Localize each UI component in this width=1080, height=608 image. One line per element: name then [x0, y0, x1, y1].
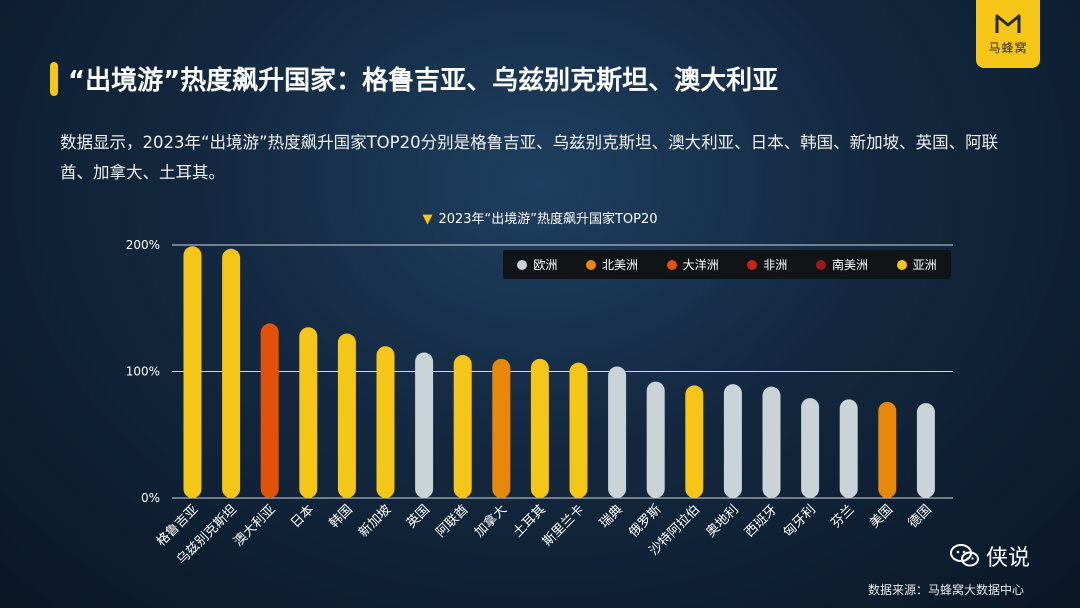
legend-label: 欧洲: [533, 258, 558, 272]
title-accent-bar: [50, 62, 58, 96]
bar-德国: [916, 403, 935, 498]
bar-新加坡: [376, 346, 395, 498]
x-tick-label: 加拿大: [471, 502, 510, 541]
watermark-text: 侠说: [986, 546, 1031, 571]
triangle-down-icon: ▼: [422, 212, 433, 227]
x-tick-label: 瑞典: [597, 502, 626, 531]
x-tick-label: 日本: [288, 502, 317, 531]
bar-日本: [299, 327, 318, 498]
chart-legend: 欧洲 北美洲 大洋洲 非洲 南美洲 亚洲: [503, 250, 951, 279]
bar-奥地利: [723, 384, 742, 498]
legend-swatch: [517, 259, 528, 270]
logo-text: 马蜂窝: [988, 40, 1028, 55]
watermark: 侠说: [950, 540, 1030, 572]
legend-item: 南美洲: [815, 256, 868, 273]
bar-斯里兰卡: [569, 362, 588, 498]
bar-俄罗斯: [646, 381, 665, 498]
legend-item: 欧洲: [517, 256, 557, 273]
x-tick-label: 斯里兰卡: [540, 502, 587, 549]
bar-阿联酋: [453, 355, 472, 498]
legend-swatch: [666, 259, 677, 270]
legend-item: 大洋洲: [666, 256, 719, 273]
x-tick-label: 德国: [906, 502, 935, 531]
x-tick-label: 澳大利亚: [230, 502, 278, 550]
x-tick-label: 芬兰: [829, 502, 858, 531]
bar-加拿大: [492, 358, 511, 498]
x-tick-label: 西班牙: [742, 502, 780, 540]
x-tick-label: 奥地利: [704, 502, 742, 540]
bar-格鲁吉亚: [183, 246, 202, 498]
y-tick-label: 100%: [126, 365, 160, 379]
bar-韩国: [337, 333, 356, 498]
chart-title: ▼ 2023年“出境游”热度飙升国家TOP20: [0, 208, 1080, 227]
legend-label: 南美洲: [831, 258, 868, 272]
x-tick-label: 英国: [404, 502, 433, 531]
chart-title-text: 2023年“出境游”热度飙升国家TOP20: [438, 212, 658, 227]
page-title: “出境游”热度飙升国家：格鲁吉亚、乌兹别克斯坦、澳大利亚: [68, 66, 779, 96]
bar-西班牙: [762, 386, 781, 498]
bar-匈牙利: [801, 398, 820, 498]
x-tick-label: 韩国: [327, 502, 356, 531]
legend-swatch: [747, 259, 758, 270]
y-tick-label: 200%: [126, 238, 160, 252]
bar-乌兹别克斯坦: [222, 248, 241, 498]
page-description: 数据显示，2023年“出境游”热度飙升国家TOP20分别是格鲁吉亚、乌兹别克斯坦…: [60, 133, 999, 182]
legend-swatch: [815, 259, 826, 270]
legend-item: 亚洲: [896, 256, 937, 273]
legend-label: 北美洲: [601, 258, 638, 272]
x-tick-label: 阿联酋: [433, 502, 472, 541]
bar-芬兰: [839, 399, 858, 498]
x-tick-label: 新加坡: [355, 502, 394, 541]
legend-item: 非洲: [747, 256, 787, 273]
bar-土耳其: [530, 358, 549, 498]
x-tick-label: 匈牙利: [781, 502, 819, 540]
legend-label: 亚洲: [912, 258, 937, 272]
y-tick-label: 0%: [141, 491, 160, 505]
x-tick-label: 美国: [867, 502, 896, 531]
bar-沙特阿拉伯: [685, 385, 704, 498]
legend-item: 北美洲: [585, 256, 638, 273]
bar-澳大利亚: [260, 323, 279, 498]
legend-swatch: [896, 259, 907, 270]
brand-logo: 马蜂窝: [976, 0, 1040, 68]
data-source: 数据来源：马蜂窝大数据中心: [868, 583, 1025, 597]
bar-美国: [878, 401, 897, 498]
bar-瑞典: [608, 366, 627, 498]
bar-英国: [415, 352, 434, 498]
legend-swatch: [585, 259, 596, 270]
legend-label: 非洲: [763, 258, 788, 272]
wechat-icon: [950, 544, 979, 567]
logo-m-icon: [995, 14, 1021, 33]
legend-label: 大洋洲: [682, 258, 719, 272]
